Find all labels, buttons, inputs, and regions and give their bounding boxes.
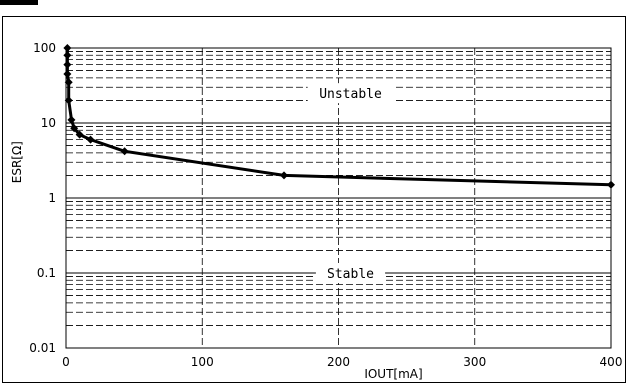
data-point	[64, 78, 73, 87]
data-point	[280, 171, 288, 180]
y-tick-label: 0.1	[37, 266, 56, 280]
data-point	[63, 44, 72, 52]
x-tick-label: 0	[62, 355, 70, 369]
region-labels: Unstable Stable	[307, 83, 394, 283]
data-point	[67, 115, 76, 124]
data-point	[120, 147, 129, 156]
top-accent-bar	[0, 0, 38, 5]
data-point	[63, 51, 72, 60]
data-point	[86, 135, 95, 144]
data-point	[70, 124, 79, 133]
data-point	[607, 180, 615, 189]
x-tick-label: 100	[191, 355, 214, 369]
chart-frame: Unstable Stable 0 100 200 300 400 0.01 0.1 1 10 1…	[2, 16, 626, 383]
series-layer	[63, 44, 615, 189]
data-point	[64, 96, 73, 105]
y-tick-label: 10	[41, 116, 56, 130]
region-label-unstable: Unstable	[319, 87, 382, 102]
series-line	[65, 48, 612, 187]
x-tick-label: 400	[600, 355, 623, 369]
y-tick-label: 0.01	[29, 341, 56, 355]
y-tick-labels: 0.01 0.1 1 10 100	[29, 41, 56, 355]
region-label-bg	[307, 83, 394, 104]
x-tick-label: 200	[327, 355, 350, 369]
y-tick-label: 100	[33, 41, 56, 55]
y-axis-label: ESR[Ω]	[10, 141, 24, 183]
esr-vs-iout-chart: Unstable Stable 0 100 200 300 400 0.01 0.1 1 10 1…	[10, 41, 622, 381]
x-axis-label: IOUT[mA]	[364, 367, 422, 381]
x-tick-label: 300	[463, 355, 486, 369]
region-label-bg	[315, 263, 386, 283]
data-point	[75, 130, 84, 139]
x-tick-labels: 0 100 200 300 400	[62, 355, 622, 369]
data-point	[63, 70, 72, 79]
data-point	[63, 60, 72, 69]
y-tick-label: 1	[48, 191, 56, 205]
region-label-stable: Stable	[327, 267, 374, 282]
plot-area-border	[65, 47, 612, 349]
